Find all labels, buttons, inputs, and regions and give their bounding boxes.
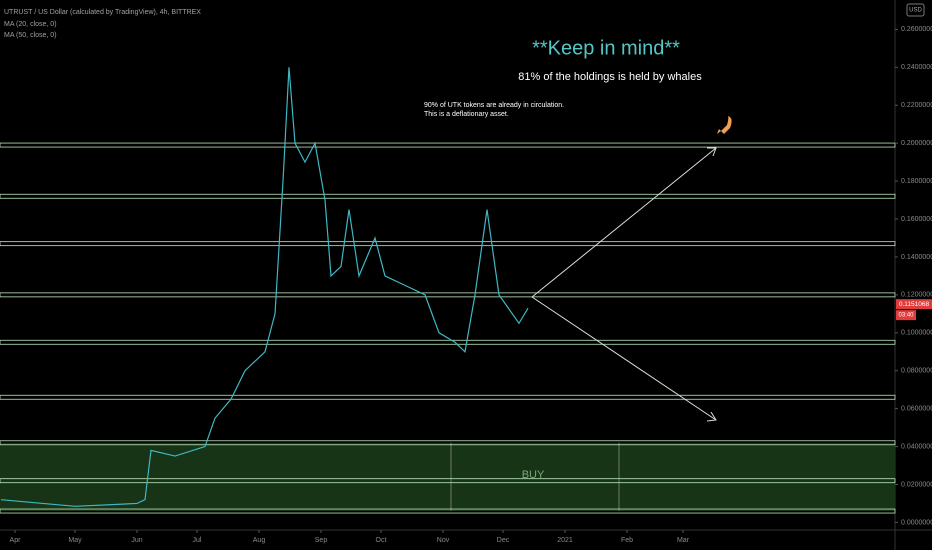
last-time-tag xyxy=(896,310,916,321)
last-price: 0.1151068 xyxy=(899,301,930,308)
y-tick-label: 0.1000000 xyxy=(901,330,932,337)
y-tick-label: 0.2600000 xyxy=(901,26,932,33)
y-tick-label: 0.2200000 xyxy=(901,102,932,109)
arrow-up-head xyxy=(707,147,717,157)
annotation: This is a deflationary asset. xyxy=(424,111,509,118)
y-tick-label: 0.0600000 xyxy=(901,405,932,412)
level-line xyxy=(0,193,896,199)
level-line xyxy=(0,142,896,148)
y-tick-label: 0.0400000 xyxy=(901,443,932,450)
annotation: 81% of the holdings is held by whales xyxy=(518,71,702,83)
arrow-down-head xyxy=(706,411,717,422)
annotation: 90% of UTK tokens are already in circula… xyxy=(424,102,564,109)
level-line xyxy=(0,339,896,345)
indicator: MA (20, close, 0) xyxy=(4,21,57,28)
indicator: MA (50, close, 0) xyxy=(4,32,57,39)
last-price-tag xyxy=(896,299,932,310)
x-tick-label: Oct xyxy=(376,537,387,544)
level-line xyxy=(0,394,896,400)
arrow-down xyxy=(531,296,717,421)
last-time: 03:40 xyxy=(898,313,914,319)
x-tick-label: Jun xyxy=(131,537,142,544)
x-tick-label: Mar xyxy=(677,537,690,544)
y-tick-label: 0.1200000 xyxy=(901,292,932,299)
y-tick-label: 0.1800000 xyxy=(901,178,932,185)
y-tick-label: 0.2000000 xyxy=(901,140,932,147)
chart-title: UTRUST / US Dollar (calculated by Tradin… xyxy=(4,9,201,16)
x-tick-label: Jul xyxy=(193,537,202,544)
level-line xyxy=(0,508,896,514)
rocket xyxy=(717,116,732,134)
level-line xyxy=(0,478,896,484)
arrow-up xyxy=(531,147,717,298)
x-tick-label: Dec xyxy=(497,537,510,544)
x-tick-label: Aug xyxy=(253,537,266,544)
y-tick-label: 0.1400000 xyxy=(901,254,932,261)
y-tick-label: 0.0000000 xyxy=(901,519,932,526)
x-tick-label: May xyxy=(68,537,82,544)
annotation-title: **Keep in mind** xyxy=(532,37,680,59)
x-tick-label: Apr xyxy=(10,537,22,544)
level-line xyxy=(0,241,896,247)
currency[interactable]: USD xyxy=(909,8,922,14)
buy-label: BUY xyxy=(522,469,545,481)
price-line xyxy=(0,67,529,507)
x-tick-label: Sep xyxy=(315,537,328,544)
currency-box[interactable] xyxy=(906,3,925,17)
y-tick-label: 0.0200000 xyxy=(901,481,932,488)
y-tick-label: 0.0800000 xyxy=(901,368,932,375)
y-tick-label: 0.1600000 xyxy=(901,216,932,223)
x-tick-label: 2021 xyxy=(557,537,573,544)
y-tick-label: 0.2400000 xyxy=(901,64,932,71)
x-tick-label: Nov xyxy=(437,537,450,544)
x-tick-label: Feb xyxy=(621,537,633,544)
level-line xyxy=(0,440,896,446)
buy-zone xyxy=(0,442,895,512)
